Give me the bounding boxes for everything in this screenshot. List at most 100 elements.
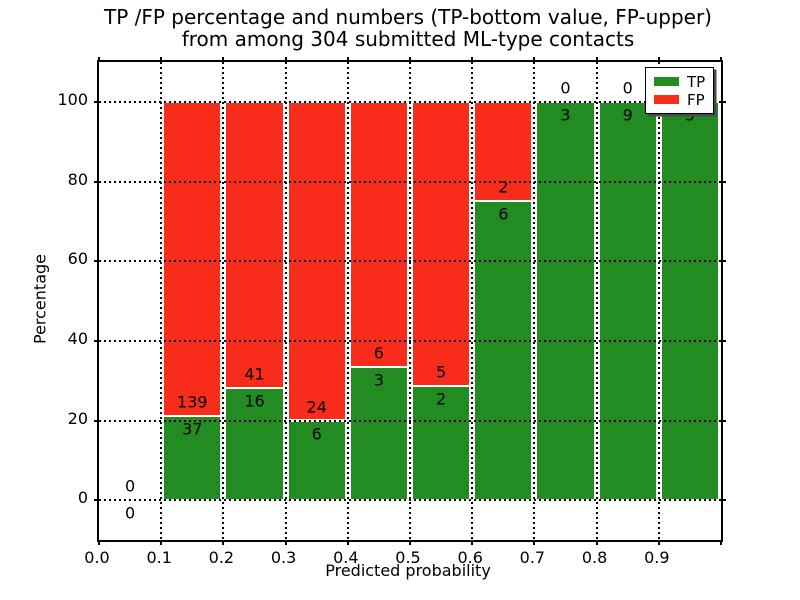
x-tick-mark — [160, 540, 163, 545]
bar-segment-tp-0.4-0.5 — [349, 367, 408, 501]
x-tick-mark — [720, 540, 722, 545]
annotation-fp-count-0.2-0.3: 41 — [244, 364, 265, 384]
bar-segment-fp-0.2-0.3 — [225, 101, 284, 389]
chart-title-line2: from among 304 submitted ML-type contact… — [181, 27, 635, 51]
x-tick-label: 0.8 — [581, 548, 608, 567]
y-tick-label: 40 — [67, 328, 88, 348]
x-tick-mark-top — [471, 57, 474, 62]
x-tick-label: 0.1 — [146, 548, 172, 567]
x-tick-mark — [284, 540, 287, 545]
gridline-horizontal — [99, 260, 721, 263]
x-tick-label: 0.3 — [270, 548, 297, 567]
x-tick-label: 0.9 — [644, 548, 670, 567]
x-tick-mark — [222, 540, 225, 545]
annotation-fp-count-0.6-0.7: 2 — [498, 177, 509, 197]
bar-segment-tp-0.7-0.8 — [536, 101, 595, 501]
x-tick-mark — [657, 540, 660, 545]
bar-segment-tp-0.6-0.7 — [474, 201, 533, 501]
annotation-tp-count-0.1-0.2: 37 — [182, 419, 203, 439]
annotation-fp-count-0.8-0.9: 0 — [622, 78, 633, 98]
y-tick-mark-right — [721, 100, 726, 103]
x-tick-mark-top — [657, 57, 660, 62]
annotation-fp-count-0.7-0.8: 0 — [560, 78, 571, 98]
annotation-tp-count-0.9-1.0: 5 — [684, 105, 695, 125]
gridline-vertical — [222, 62, 225, 540]
bar-segment-tp-0.9-1.0 — [660, 101, 719, 501]
x-tick-mark — [409, 540, 411, 545]
y-tick-label: 100 — [57, 89, 88, 109]
legend-label-fp: FP — [687, 90, 705, 109]
legend-item-tp: TP — [654, 72, 713, 91]
gridline-horizontal — [99, 419, 721, 422]
legend-item-fp: FP — [654, 90, 713, 109]
gridline-vertical — [346, 62, 349, 540]
y-tick-label: 20 — [67, 408, 88, 428]
x-tick-mark-top — [346, 57, 349, 62]
annotation-tp-count-0.5-0.6: 2 — [436, 389, 447, 409]
gridline-vertical — [409, 62, 411, 540]
annotation-fp-count-0.4-0.5: 6 — [373, 343, 384, 363]
bar-segment-fp-0.1-0.2 — [163, 101, 222, 417]
x-tick-label: 0.7 — [519, 548, 546, 567]
x-tick-mark-top — [409, 57, 411, 62]
y-tick-mark-right — [721, 499, 726, 502]
y-tick-mark — [94, 100, 99, 103]
x-tick-mark — [471, 540, 474, 545]
legend-label-tp: TP — [687, 72, 706, 91]
x-tick-mark-top — [98, 57, 100, 62]
x-tick-mark-top — [284, 57, 287, 62]
bar-segment-tp-0.2-0.3 — [225, 388, 284, 501]
annotation-tp-count-0.0-0.1: 0 — [125, 503, 136, 523]
annotation-fp-count-0.5-0.6: 5 — [436, 362, 447, 382]
annotation-tp-count-0.4-0.5: 3 — [373, 370, 384, 390]
gridline-horizontal — [99, 180, 721, 183]
y-tick-mark-right — [721, 180, 726, 183]
x-axis-label: Predicted probability — [325, 561, 491, 580]
annotation-fp-count-0.1-0.2: 139 — [177, 392, 208, 412]
legend: TP FP — [645, 67, 714, 114]
bar-segment-tp-0.5-0.6 — [412, 386, 471, 501]
bar-segment-tp-0.8-0.9 — [598, 101, 657, 501]
legend-swatch-fp — [654, 95, 679, 104]
x-tick-mark — [533, 540, 536, 545]
gridline-horizontal — [99, 499, 721, 502]
gridline-vertical — [471, 62, 474, 540]
bar-segment-tp-0.1-0.2 — [163, 416, 222, 501]
x-tick-mark-top — [595, 57, 598, 62]
x-tick-mark — [98, 540, 100, 545]
gridline-vertical — [595, 62, 598, 540]
x-tick-mark-top — [533, 57, 536, 62]
y-tick-mark — [94, 260, 99, 263]
x-tick-mark-top — [160, 57, 163, 62]
x-tick-label: 0.4 — [333, 548, 359, 567]
bar-segment-fp-0.6-0.7 — [474, 101, 533, 202]
annotation-tp-count-0.6-0.7: 6 — [498, 204, 509, 224]
y-tick-label: 60 — [67, 249, 88, 269]
legend-swatch-tp — [654, 77, 679, 86]
plot-area: 00139374116246635226030905 — [94, 57, 726, 545]
annotation-tp-count-0.8-0.9: 9 — [622, 105, 633, 125]
y-tick-mark — [94, 339, 99, 342]
y-tick-mark — [94, 180, 99, 183]
x-tick-label: 0.5 — [395, 548, 421, 567]
gridline-horizontal — [99, 339, 721, 342]
annotation-tp-count-0.7-0.8: 3 — [560, 105, 571, 125]
x-tick-mark-top — [222, 57, 225, 62]
gridline-vertical — [284, 62, 287, 540]
annotation-fp-count-0.0-0.1: 0 — [125, 476, 136, 496]
chart-title-line1: TP /FP percentage and numbers (TP-bottom… — [104, 5, 712, 29]
gridline-horizontal — [99, 100, 721, 103]
x-tick-mark — [346, 540, 349, 545]
gridline-vertical — [657, 62, 660, 540]
x-tick-mark — [595, 540, 598, 545]
gridline-vertical — [160, 62, 163, 540]
gridline-vertical — [533, 62, 536, 540]
bar-segment-fp-0.4-0.5 — [349, 101, 408, 368]
y-tick-mark-right — [721, 339, 726, 342]
annotation-tp-count-0.3-0.4: 6 — [311, 424, 322, 443]
annotation-fp-count-0.3-0.4: 24 — [306, 397, 327, 416]
x-tick-label: 0.2 — [208, 548, 235, 567]
x-tick-mark-top — [720, 57, 722, 62]
y-axis-label: Percentage — [30, 253, 50, 345]
